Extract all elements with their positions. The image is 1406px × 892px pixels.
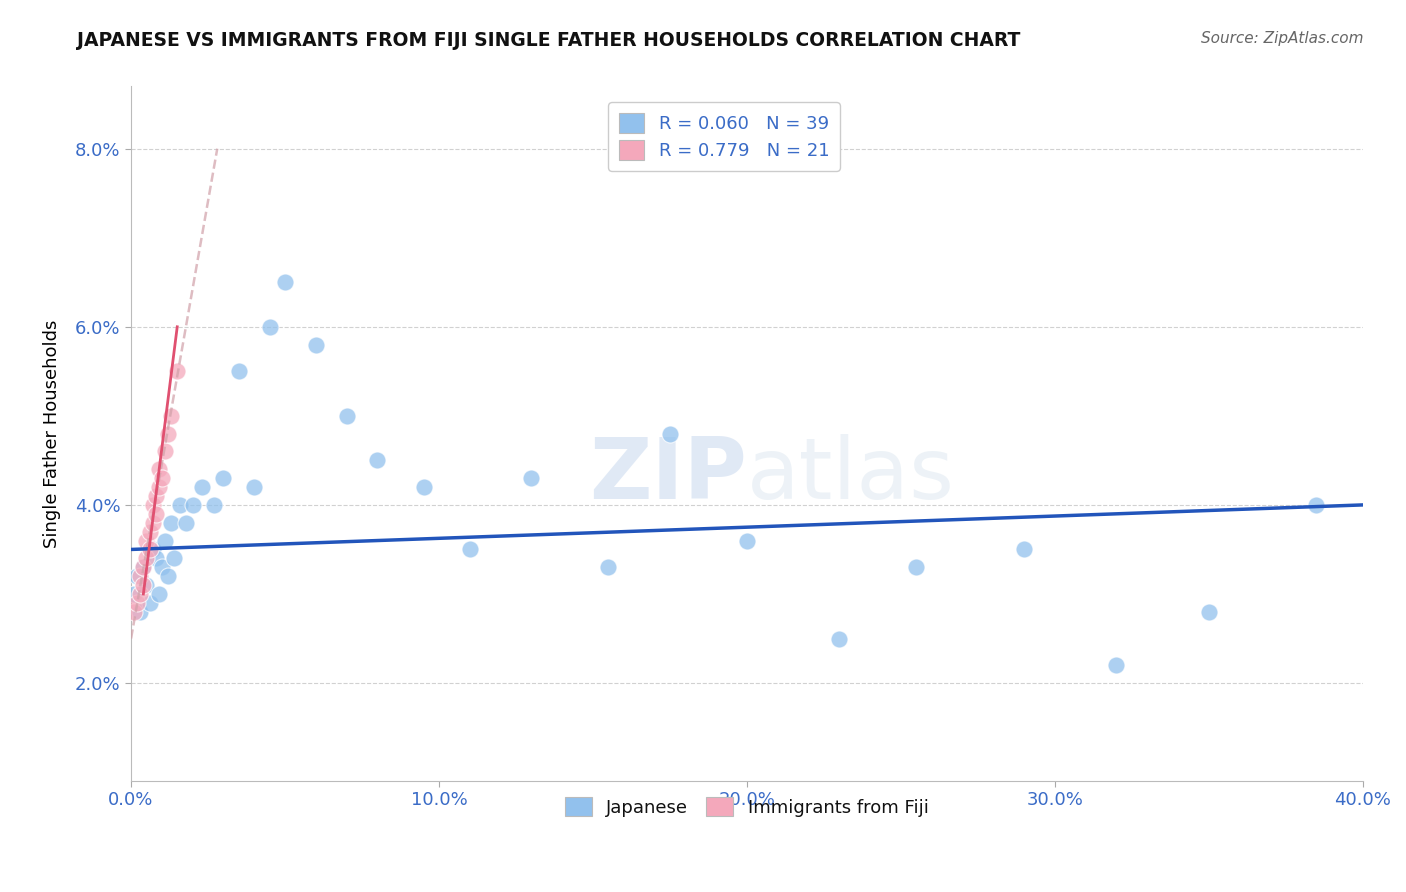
Point <box>135 551 157 566</box>
Legend: Japanese, Immigrants from Fiji: Japanese, Immigrants from Fiji <box>558 790 936 824</box>
Point <box>212 471 235 485</box>
Point <box>145 551 167 566</box>
Point <box>598 560 620 574</box>
Point <box>735 533 758 548</box>
Point <box>176 516 198 530</box>
Point <box>828 632 851 646</box>
Point <box>1198 605 1220 619</box>
Point <box>122 587 145 601</box>
Point <box>335 409 357 423</box>
Point <box>520 471 543 485</box>
Point <box>160 516 183 530</box>
Point <box>142 498 165 512</box>
Point <box>150 560 173 574</box>
Point <box>132 578 155 592</box>
Point <box>148 462 170 476</box>
Point <box>129 569 152 583</box>
Point <box>129 605 152 619</box>
Point <box>127 569 149 583</box>
Text: JAPANESE VS IMMIGRANTS FROM FIJI SINGLE FATHER HOUSEHOLDS CORRELATION CHART: JAPANESE VS IMMIGRANTS FROM FIJI SINGLE … <box>77 31 1021 50</box>
Point <box>150 471 173 485</box>
Point <box>156 569 179 583</box>
Point <box>153 533 176 548</box>
Point <box>135 578 157 592</box>
Point <box>142 516 165 530</box>
Point <box>181 498 204 512</box>
Point <box>366 453 388 467</box>
Point <box>145 507 167 521</box>
Point <box>142 542 165 557</box>
Point <box>138 596 160 610</box>
Point <box>1305 498 1327 512</box>
Point <box>1012 542 1035 557</box>
Point <box>129 587 152 601</box>
Point <box>148 480 170 494</box>
Point <box>145 489 167 503</box>
Point <box>166 364 188 378</box>
Point <box>228 364 250 378</box>
Text: ZIP: ZIP <box>589 434 747 516</box>
Point <box>153 444 176 458</box>
Point <box>259 319 281 334</box>
Point <box>138 542 160 557</box>
Point <box>412 480 434 494</box>
Point <box>191 480 214 494</box>
Point <box>305 337 328 351</box>
Point <box>138 524 160 539</box>
Point <box>905 560 928 574</box>
Point <box>127 596 149 610</box>
Point <box>163 551 186 566</box>
Point <box>122 605 145 619</box>
Point <box>274 275 297 289</box>
Point <box>132 560 155 574</box>
Y-axis label: Single Father Households: Single Father Households <box>44 319 60 548</box>
Point <box>1105 658 1128 673</box>
Point <box>202 498 225 512</box>
Point <box>148 587 170 601</box>
Point <box>658 426 681 441</box>
Point <box>156 426 179 441</box>
Point <box>458 542 481 557</box>
Point <box>132 560 155 574</box>
Text: atlas: atlas <box>747 434 955 516</box>
Point <box>243 480 266 494</box>
Point <box>169 498 191 512</box>
Point <box>135 533 157 548</box>
Point <box>160 409 183 423</box>
Text: Source: ZipAtlas.com: Source: ZipAtlas.com <box>1201 31 1364 46</box>
